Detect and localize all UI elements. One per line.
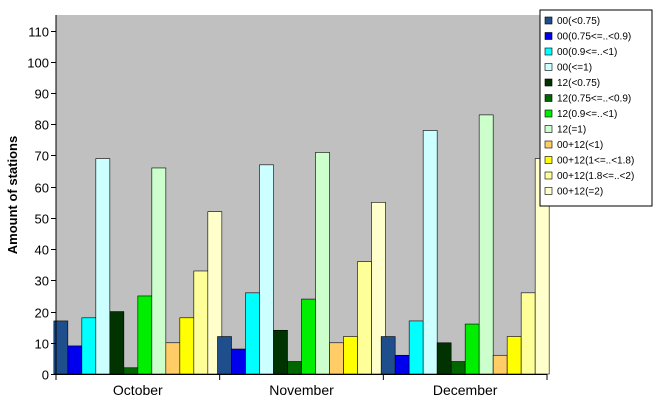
legend-label: 00+12(=2) — [557, 187, 603, 198]
bar — [436, 342, 452, 375]
y-tick-label: 10 — [35, 337, 49, 352]
legend-label: 12(0.75<=..<0.9) — [557, 94, 631, 105]
y-tick-label: 70 — [35, 149, 49, 164]
legend-swatch — [544, 125, 553, 133]
bar — [109, 311, 125, 375]
legend-label: 00+12(1.8<=..<2) — [557, 171, 634, 182]
legend-swatch — [544, 78, 553, 87]
y-tick-label: 100 — [27, 56, 49, 71]
bar — [478, 114, 494, 375]
bar — [380, 336, 396, 375]
legend-label: 12(=1) — [557, 125, 586, 136]
legend-swatch — [544, 187, 553, 195]
legend-label: 12(0.9<=..<1) — [557, 109, 617, 120]
bar — [95, 158, 111, 375]
y-tick-label: 90 — [35, 87, 49, 102]
legend-label: 12(<0.75) — [557, 78, 600, 89]
bar — [329, 342, 344, 375]
y-tick-label: 60 — [35, 181, 49, 196]
bar — [343, 336, 358, 375]
bar — [520, 292, 536, 375]
bar — [315, 152, 330, 375]
legend-swatch — [544, 171, 553, 180]
bar — [394, 354, 410, 375]
legend-label: 00(<=1) — [557, 63, 592, 74]
bar — [123, 367, 139, 375]
bar — [137, 295, 153, 375]
bar — [245, 292, 260, 375]
bar — [179, 317, 195, 375]
legend-swatch — [544, 156, 553, 164]
legend-swatch — [544, 16, 553, 25]
y-tick-label: 110 — [28, 25, 49, 40]
bar — [151, 167, 167, 375]
legend-swatch — [544, 140, 553, 149]
legend-label: 00+12(<1) — [557, 140, 603, 151]
legend-box — [539, 9, 653, 207]
bar — [464, 323, 480, 375]
legend-label: 00(0.9<=..<1) — [557, 47, 617, 58]
bar — [217, 336, 232, 375]
y-tick-label: 0 — [42, 368, 49, 383]
x-tick-label: December — [433, 382, 498, 398]
bar — [81, 317, 97, 375]
y-tick-label: 30 — [35, 274, 49, 289]
bar — [506, 336, 522, 375]
bar — [450, 361, 466, 375]
legend-swatch — [544, 109, 553, 118]
x-tick-label: November — [269, 382, 334, 398]
legend-swatch — [544, 47, 553, 56]
legend-swatch — [544, 32, 553, 40]
y-tick-label: 50 — [35, 212, 49, 227]
y-axis-title: Amount of stations — [5, 136, 20, 254]
bar — [273, 329, 288, 375]
legend-swatch — [544, 63, 553, 71]
bar — [301, 298, 316, 375]
y-tick-label: 80 — [35, 118, 49, 133]
legend-label: 00(<0.75) — [557, 16, 600, 27]
bar — [287, 361, 302, 375]
bar — [231, 348, 246, 375]
legend-label: 00(0.75<=..<0.9) — [557, 32, 631, 43]
bar — [357, 261, 372, 375]
bar — [492, 354, 508, 375]
x-tick-label: October — [113, 382, 163, 398]
y-tick-label: 20 — [35, 306, 49, 321]
bar — [259, 164, 274, 375]
bar — [422, 130, 438, 375]
y-tick-label: 40 — [35, 243, 49, 258]
legend-label: 00+12(1<=..<1.8) — [557, 156, 634, 167]
bar — [408, 320, 424, 375]
legend-swatch — [544, 94, 553, 102]
bar — [67, 345, 83, 375]
bar — [193, 270, 209, 375]
bar — [165, 342, 181, 375]
